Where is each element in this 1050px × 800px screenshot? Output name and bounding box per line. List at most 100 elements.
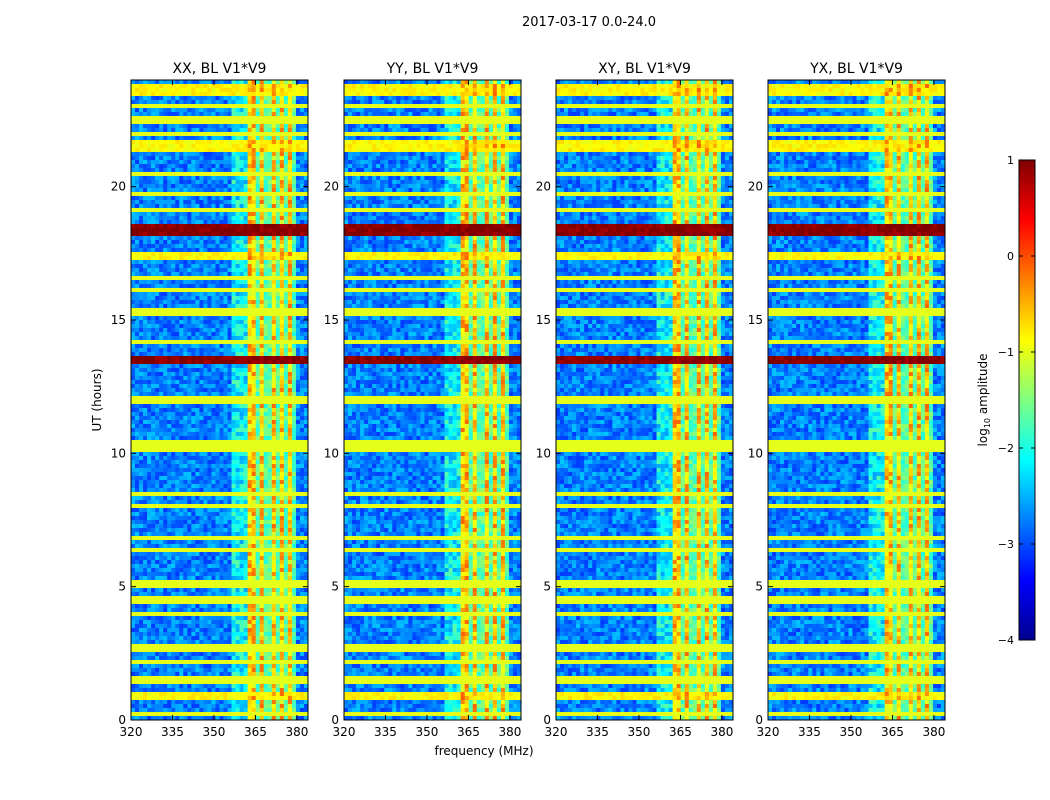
heatmap-cell [227, 464, 232, 469]
heatmap-cell [227, 340, 232, 345]
heatmap-cell [243, 420, 248, 425]
heatmap-cell [167, 312, 172, 317]
heatmap-cell [235, 220, 240, 225]
heatmap-cell [303, 192, 309, 197]
heatmap-cell [239, 376, 244, 381]
heatmap-cell [179, 164, 184, 169]
heatmap-cell [259, 476, 265, 481]
heatmap-cell [187, 308, 192, 313]
heatmap-cell [275, 464, 281, 469]
heatmap-cell [279, 244, 285, 249]
heatmap-cell [135, 400, 140, 405]
heatmap-cell [303, 92, 309, 97]
heatmap-cell [175, 348, 180, 353]
heatmap-cell [231, 512, 236, 517]
heatmap-cell [235, 376, 240, 381]
heatmap-cell [167, 524, 172, 529]
heatmap-cell [299, 244, 305, 249]
heatmap-cell [271, 104, 277, 109]
heatmap-cell [267, 460, 273, 465]
heatmap-cell [167, 120, 172, 125]
heatmap-cell [179, 80, 184, 85]
heatmap-cell [147, 492, 152, 497]
heatmap-cell [263, 248, 269, 253]
heatmap-cell [203, 144, 208, 149]
heatmap-cell [295, 528, 301, 533]
heatmap-cell [195, 80, 200, 85]
heatmap-cell [215, 192, 220, 197]
heatmap-cell [179, 400, 184, 405]
heatmap-cell [183, 288, 188, 293]
heatmap-cell [251, 308, 256, 313]
heatmap-cell [135, 124, 140, 129]
heatmap-cell [135, 284, 140, 289]
heatmap-cell [255, 212, 261, 217]
heatmap-cell [207, 456, 212, 461]
heatmap-cell [263, 380, 269, 385]
heatmap-cell [239, 408, 244, 413]
heatmap-cell [163, 508, 168, 513]
heatmap-cell [175, 84, 180, 89]
heatmap-cell [255, 164, 261, 169]
heatmap-cell [155, 180, 160, 185]
heatmap-cell [251, 528, 256, 533]
heatmap-cell [183, 300, 188, 305]
heatmap-cell [195, 108, 200, 113]
heatmap-cell [243, 508, 248, 513]
heatmap-cell [291, 156, 297, 161]
heatmap-cell [199, 516, 204, 521]
heatmap-cell [139, 288, 144, 293]
heatmap-cell [175, 324, 180, 329]
heatmap-cell [207, 496, 212, 501]
heatmap-cell [187, 304, 192, 309]
heatmap-cell [267, 180, 273, 185]
heatmap-cell [207, 108, 212, 113]
heatmap-cell [211, 340, 216, 345]
heatmap-cell [283, 460, 289, 465]
heatmap-cell [291, 288, 297, 293]
heatmap-cell [199, 432, 204, 437]
heatmap-cell [259, 388, 265, 393]
heatmap-cell [195, 236, 200, 241]
heatmap-cell [159, 296, 164, 301]
heatmap-cell [223, 344, 228, 349]
heatmap-cell [287, 464, 293, 469]
heatmap-cell [191, 504, 196, 509]
heatmap-cell [231, 204, 236, 209]
heatmap-cell [227, 296, 232, 301]
heatmap-cell [159, 344, 164, 349]
heatmap-cell [195, 324, 200, 329]
heatmap-cell [195, 96, 200, 101]
heatmap-cell [255, 516, 261, 521]
heatmap-cell [131, 512, 136, 517]
heatmap-cell [175, 492, 180, 497]
heatmap-cell [179, 188, 184, 193]
heatmap-cell [263, 96, 269, 101]
heatmap-cell [287, 504, 293, 509]
heatmap-cell [303, 464, 309, 469]
heatmap-cell [151, 472, 156, 477]
heatmap-cell [159, 304, 164, 309]
heatmap-cell [215, 464, 220, 469]
heatmap-cell [175, 384, 180, 389]
heatmap-cell [211, 184, 216, 189]
heatmap-cell [143, 404, 148, 409]
heatmap-cell [259, 116, 265, 121]
heatmap-cell [223, 436, 228, 441]
heatmap-cell [155, 312, 160, 317]
heatmap-cell [243, 104, 248, 109]
heatmap-cell [143, 184, 148, 189]
heatmap-cell [219, 80, 224, 85]
heatmap-cell [251, 160, 256, 165]
heatmap-cell [223, 360, 228, 365]
heatmap-cell [147, 308, 152, 313]
heatmap-cell [147, 160, 152, 165]
heatmap-cell [247, 192, 252, 197]
heatmap-cell [223, 372, 228, 377]
heatmap-cell [195, 92, 200, 97]
heatmap-cell [291, 340, 297, 345]
heatmap-cell [227, 440, 232, 445]
heatmap-cell [267, 488, 273, 493]
heatmap-cell [267, 516, 273, 521]
